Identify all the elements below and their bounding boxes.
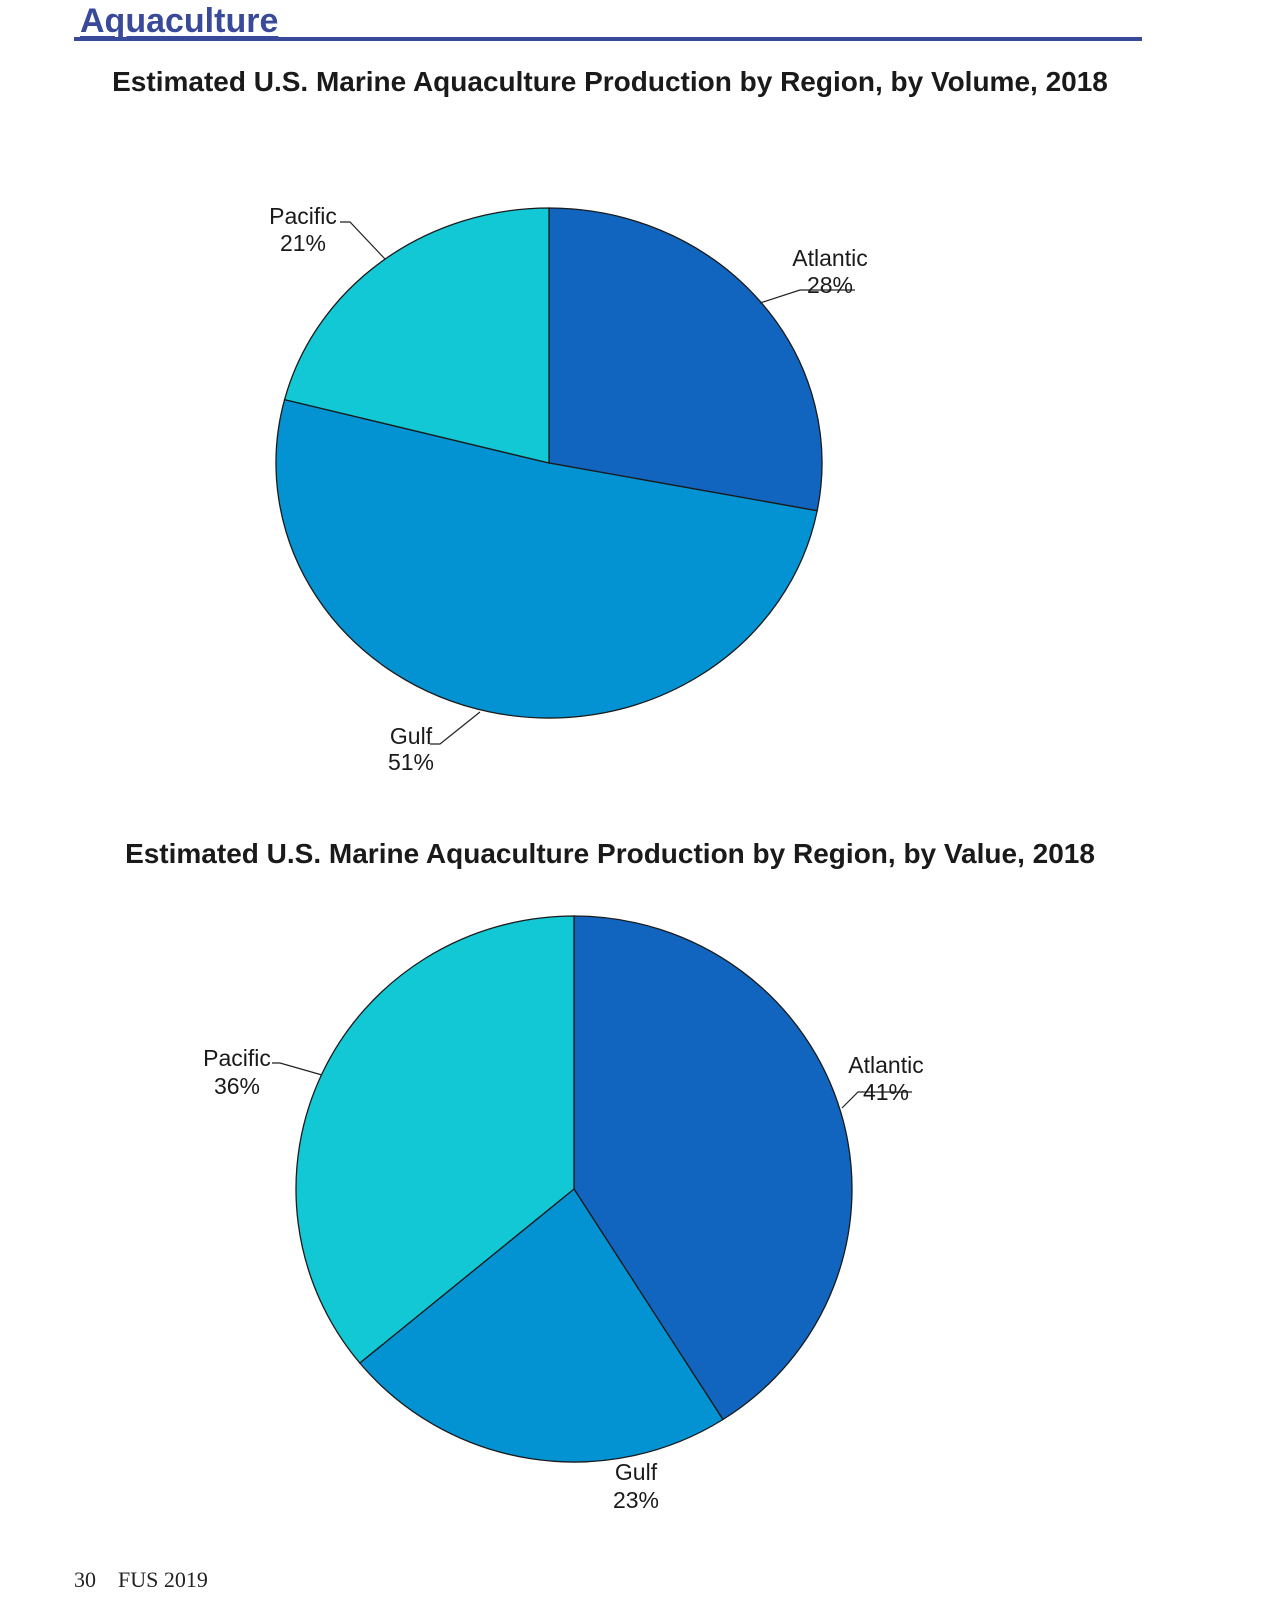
slice-percent-pacific: 21% — [280, 230, 326, 256]
publication-name: FUS 2019 — [118, 1567, 208, 1592]
page-footer: 30 FUS 2019 — [74, 1567, 230, 1593]
slice-percent-atlantic: 41% — [863, 1079, 909, 1105]
slice-percent-gulf: 51% — [388, 749, 434, 775]
leader-line-pacific — [272, 1062, 323, 1076]
pie-slice-gulf — [275, 398, 818, 719]
slice-percent-pacific: 36% — [214, 1073, 260, 1099]
pie-slice-atlantic — [548, 207, 823, 512]
slice-name-pacific: Pacific — [269, 203, 337, 229]
leader-line-atlantic — [841, 1091, 912, 1109]
slice-name-gulf: Gulf — [390, 723, 433, 749]
chart-title-value: Estimated U.S. Marine Aquaculture Produc… — [125, 838, 1095, 869]
slice-name-atlantic: Atlantic — [848, 1052, 923, 1078]
pie-slice-pacific — [283, 207, 550, 464]
pie-slice-gulf — [358, 1188, 724, 1463]
slice-name-gulf: Gulf — [615, 1459, 658, 1485]
slice-name-atlantic: Atlantic — [792, 245, 867, 271]
slice-percent-gulf: 23% — [613, 1487, 659, 1513]
slice-name-pacific: Pacific — [203, 1045, 271, 1071]
leader-line-gulf — [430, 711, 481, 745]
slice-percent-atlantic: 28% — [807, 272, 853, 298]
section-title: Aquaculture — [80, 2, 279, 40]
section-rule — [74, 37, 1142, 41]
page-number: 30 — [74, 1567, 96, 1592]
leader-line-atlantic — [759, 289, 855, 304]
pie-slice-pacific — [295, 915, 575, 1364]
pie-slice-atlantic — [573, 915, 853, 1421]
leader-line-pacific — [340, 221, 386, 260]
chart-title-volume: Estimated U.S. Marine Aquaculture Produc… — [112, 66, 1108, 97]
